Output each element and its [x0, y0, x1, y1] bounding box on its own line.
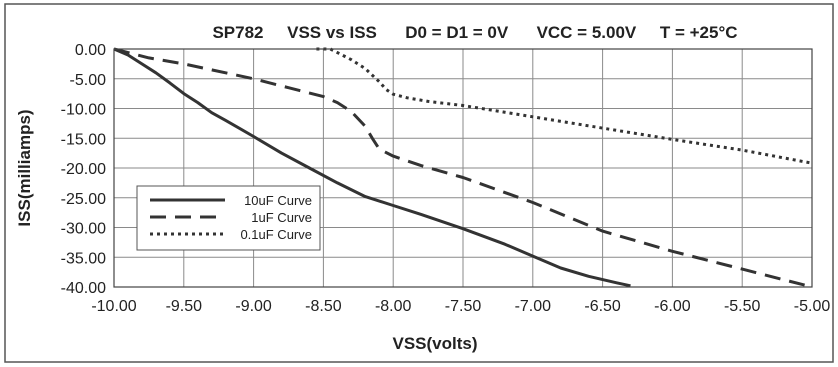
- y-axis-label: ISS(milliamps): [15, 109, 34, 226]
- x-tick-label: -7.00: [515, 298, 552, 315]
- x-tick-label: -5.50: [724, 298, 761, 315]
- x-tick-label: -8.50: [305, 298, 342, 315]
- legend-label: 0.1uF Curve: [240, 227, 312, 242]
- y-tick-label: -15.00: [61, 131, 106, 148]
- y-tick-label: -35.00: [61, 250, 106, 267]
- series-line-3: [316, 47, 813, 165]
- x-tick-label: -7.50: [445, 298, 482, 315]
- x-tick-label: -10.00: [91, 298, 136, 315]
- chart-title: SP782 VSS vs ISS D0 = D1 = 0V VCC = 5.00…: [212, 23, 737, 42]
- series-line-2: [113, 47, 813, 289]
- y-tick-label: -25.00: [61, 191, 106, 208]
- x-tick-label: -9.50: [166, 298, 203, 315]
- x-tick-label: -6.00: [654, 298, 691, 315]
- legend-box: [136, 185, 321, 251]
- y-tick-label: -5.00: [70, 72, 107, 89]
- series-line-1: [113, 47, 631, 288]
- y-tick-label: -10.00: [61, 102, 106, 119]
- legend-label: 1uF Curve: [251, 210, 312, 225]
- y-tick-label: -20.00: [61, 161, 106, 178]
- y-tick-label: -30.00: [61, 221, 106, 238]
- x-tick-label: -6.50: [584, 298, 621, 315]
- y-tick-label: 0.00: [75, 42, 106, 59]
- legend: 10uF Curve 1uF Curve 0.1uF Curve: [136, 185, 321, 251]
- y-tick-label: -40.00: [61, 280, 106, 297]
- x-axis-label: VSS(volts): [392, 334, 477, 353]
- y-tick-labels: 0.00 -5.00 -10.00 -15.00 -20.00 -25.00 -30.00 -…: [61, 42, 106, 297]
- x-tick-label: -8.00: [375, 298, 412, 315]
- legend-label: 10uF Curve: [244, 193, 312, 208]
- x-tick-label: -9.00: [235, 298, 272, 315]
- x-tick-label: -5.00: [794, 298, 831, 315]
- series-lines: [113, 47, 813, 289]
- plot-area-frame: [113, 48, 813, 288]
- x-tick-labels: -10.00 -9.50 -9.00 -8.50 -8.00 -7.50 -7.00 -6.5…: [91, 298, 830, 315]
